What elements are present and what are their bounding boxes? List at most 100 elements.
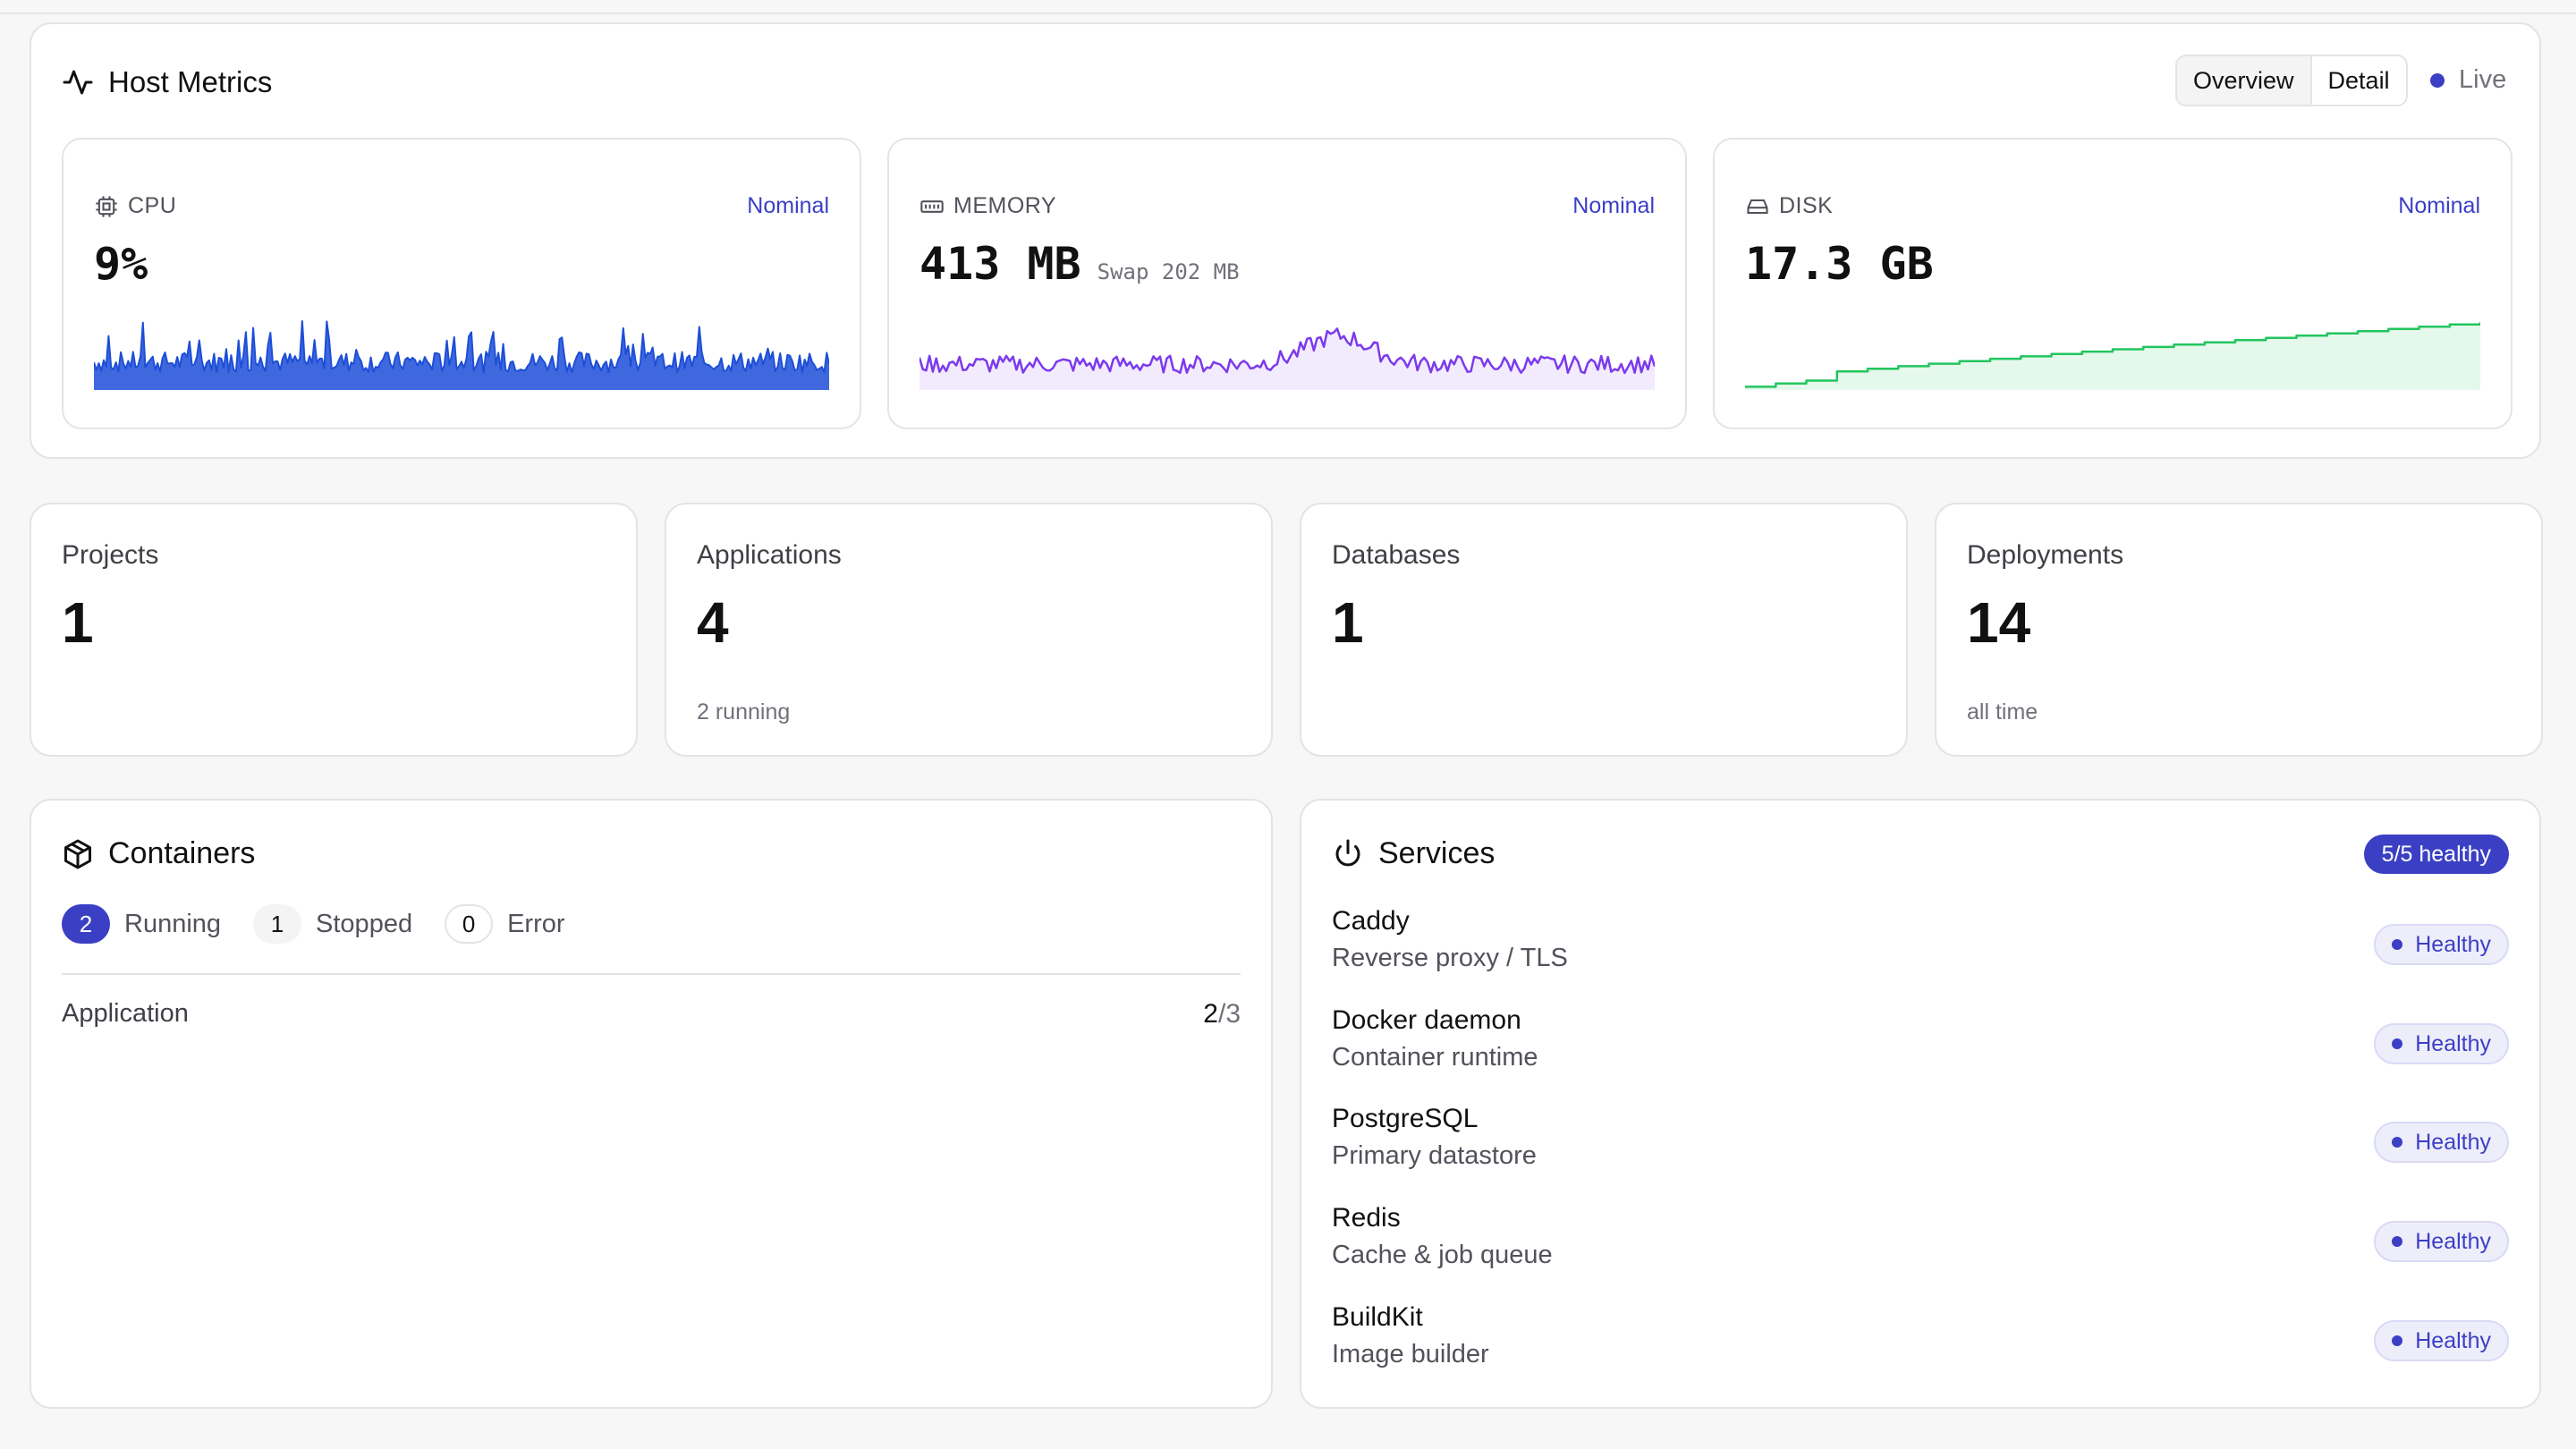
disk-sparkline [1745,322,2480,390]
service-row[interactable]: Redis Cache & job queue Healthy [1332,1203,2509,1292]
disk-metric-header: DISK [1745,193,1833,219]
service-status: Healthy [2415,1228,2491,1254]
container-running-count: 2 [1203,999,1218,1029]
live-label: Live [2459,65,2507,94]
stat-value: 1 [1332,590,1364,655]
running-count: 2 [62,904,110,944]
memory-status: Nominal [1572,193,1655,218]
container-group-count: 2/3 [1203,999,1241,1030]
service-row[interactable]: PostgreSQL Primary datastore Healthy [1332,1104,2509,1193]
cpu-metric-card: CPU Nominal 9% [62,138,861,429]
container-count-separator: / [1217,999,1226,1029]
container-row-application[interactable]: Application 2/3 [62,999,1241,1030]
chip-running[interactable]: 2 Running [62,904,221,944]
services-title: Services [1378,836,1496,870]
cpu-sparkline [94,320,829,390]
stat-card-projects[interactable]: Projects 1 [30,503,638,757]
container-total-count: 3 [1225,999,1241,1029]
service-name: PostgreSQL [1332,1104,1479,1133]
cpu-icon [96,195,117,217]
disk-status: Nominal [2398,193,2480,218]
error-label: Error [507,909,565,938]
status-dot-icon [2392,1335,2403,1346]
disk-value-row: 17.3 GB [1745,238,1934,290]
memory-icon [920,199,944,213]
view-toggle: Overview Detail [2175,55,2408,106]
service-description: Container runtime [1332,1043,1538,1072]
live-indicator: Live [2430,65,2506,95]
service-status: Healthy [2415,931,2491,957]
sparkline-line [1745,322,2480,388]
chip-error[interactable]: 0 Error [445,904,565,944]
stat-value: 4 [697,590,729,655]
power-icon [1335,839,1360,866]
service-row[interactable]: BuildKit Image builder Healthy [1332,1302,2509,1392]
stopped-count: 1 [253,904,302,944]
stat-label: Projects [62,540,159,570]
stat-card-databases[interactable]: Databases 1 [1300,503,1908,757]
service-row[interactable]: Docker daemon Container runtime Healthy [1332,1005,2509,1095]
services-health-badge: 5/5 healthy [2363,835,2509,874]
chip-stopped[interactable]: 1 Stopped [253,904,412,944]
stat-hint: all time [1967,699,2038,724]
stat-value: 14 [1967,590,2031,655]
service-description: Primary datastore [1332,1141,1537,1170]
services-card: Services 5/5 healthy Caddy Reverse proxy… [1300,799,2541,1409]
box-icon [64,839,91,869]
service-status-badge: Healthy [2374,1320,2509,1361]
service-description: Reverse proxy / TLS [1332,944,1568,972]
error-count: 0 [445,904,494,944]
service-name: Caddy [1332,906,1410,936]
service-description: Image builder [1332,1340,1489,1368]
disk-label: DISK [1779,193,1834,218]
cpu-value: 9% [94,238,148,290]
memory-label: MEMORY [953,193,1057,218]
stat-card-deployments[interactable]: Deployments 14 all time [1935,503,2543,757]
container-group-name: Application [62,999,189,1028]
memory-value: 413 MB [919,238,1081,290]
stat-label: Applications [697,540,842,570]
service-name: Docker daemon [1332,1005,1521,1035]
containers-header: Containers [62,836,255,871]
tab-overview[interactable]: Overview [2177,56,2312,105]
container-status-chips: 2 Running 1 Stopped 0 Error [62,904,597,944]
memory-sparkline [919,327,1655,390]
service-status-badge: Healthy [2374,1221,2509,1262]
hard-drive-icon [1747,199,1768,214]
disk-metric-card: DISK Nominal 17.3 GB [1713,138,2512,429]
memory-value-row: 413 MB Swap 202 MB [919,238,1240,290]
stat-label: Deployments [1967,540,2124,570]
containers-divider [62,973,1241,975]
status-dot-icon [2392,1236,2403,1247]
host-metrics-title: Host Metrics [108,65,273,98]
containers-title: Containers [108,836,256,870]
cpu-value-row: 9% [94,238,148,290]
memory-metric-card: MEMORY Nominal 413 MB Swap 202 MB [887,138,1687,429]
sparkline-line [919,327,1655,375]
host-metrics-card: Host Metrics Overview Detail Live CPU No… [30,22,2541,459]
activity-icon [63,70,93,95]
service-status: Healthy [2415,1129,2491,1155]
service-name: Redis [1332,1203,1401,1233]
stopped-label: Stopped [316,909,413,938]
service-row[interactable]: Caddy Reverse proxy / TLS Healthy [1332,906,2509,996]
status-dot-icon [2392,939,2403,950]
top-divider [0,0,2576,14]
cpu-label: CPU [128,193,177,218]
status-dot-icon [2392,1038,2403,1049]
status-dot-icon [2392,1137,2403,1148]
service-status-badge: Healthy [2374,1023,2509,1064]
service-name: BuildKit [1332,1302,1423,1332]
cpu-status: Nominal [747,193,829,218]
containers-card: Containers 2 Running 1 Stopped 0 Error A… [30,799,1273,1409]
host-metrics-header: Host Metrics [62,65,272,99]
memory-swap: Swap 202 MB [1097,259,1240,284]
service-description: Cache & job queue [1332,1241,1553,1269]
sparkline-line [94,320,829,374]
stat-label: Databases [1332,540,1461,570]
cpu-metric-header: CPU [94,193,176,219]
live-dot-icon [2430,72,2445,88]
stat-card-applications[interactable]: Applications 4 2 running [665,503,1273,757]
tab-detail[interactable]: Detail [2327,67,2390,94]
services-header: Services [1332,836,1495,871]
